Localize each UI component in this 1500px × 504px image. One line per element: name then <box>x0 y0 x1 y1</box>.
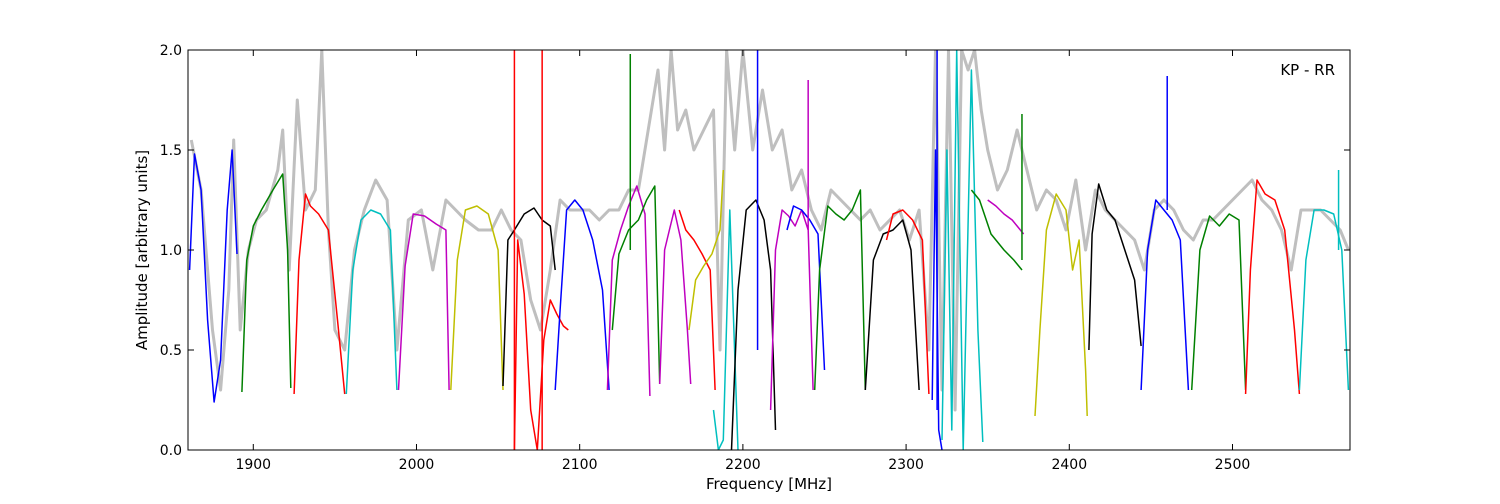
y-tick-label: 2.0 <box>160 43 182 59</box>
x-tick-label: 2500 <box>1215 457 1251 473</box>
y-tick-label: 1.0 <box>160 243 182 259</box>
channel-line-15 <box>712 209 739 450</box>
x-tick-label: 2000 <box>399 457 435 473</box>
channel-line-17 <box>769 209 814 411</box>
channel-line-16 <box>730 199 777 450</box>
channel-line-28 <box>1140 199 1190 391</box>
y-axis-ticks: 0.0 0.5 1.0 1.5 2.0 <box>160 43 1350 459</box>
channel-line-25 <box>987 199 1025 235</box>
channel-line-6 <box>450 205 504 391</box>
x-tick-label: 2400 <box>1051 457 1087 473</box>
channel-line-27 <box>1088 183 1142 351</box>
channel-line-11 <box>611 185 661 385</box>
x-tick-label: 2300 <box>888 457 924 473</box>
channel-line-19 <box>813 189 867 391</box>
channel-line-12 <box>658 209 692 385</box>
channel-line-7 <box>502 207 556 387</box>
channel-line-14 <box>688 169 725 331</box>
channel-line-29 <box>1190 213 1247 391</box>
channel-line-9 <box>554 199 610 391</box>
channel-line-3 <box>293 193 346 395</box>
channel-line-5 <box>397 213 450 391</box>
x-tick-label: 1900 <box>235 457 271 473</box>
channel-line-31 <box>1298 209 1350 391</box>
spike-layer <box>513 50 1340 450</box>
plot-area <box>188 50 1350 450</box>
plot-annotation: KP - RR <box>1280 61 1335 79</box>
channel-line-1 <box>188 149 238 403</box>
y-tick-label: 0.0 <box>160 443 182 459</box>
x-axis-ticks: 1900 2000 2100 2200 2300 2400 2500 <box>235 50 1250 473</box>
y-axis-label: Amplitude [arbitrary units] <box>133 150 151 350</box>
x-tick-label: 2100 <box>562 457 598 473</box>
channel-line-23 <box>941 50 984 450</box>
channel-line-13 <box>678 209 716 391</box>
y-tick-label: 1.5 <box>160 143 182 159</box>
background-trace-layer <box>189 50 1350 412</box>
y-tick-label: 0.5 <box>160 343 182 359</box>
channel-line-10 <box>606 185 651 397</box>
channel-line-4 <box>345 209 398 395</box>
channel-line-20 <box>864 219 920 391</box>
x-tick-label: 2200 <box>725 457 761 473</box>
x-axis-label: Frequency [MHz] <box>706 475 832 493</box>
channel-line-30 <box>1244 179 1301 395</box>
channel-line-26 <box>1034 193 1088 417</box>
channel-line-24 <box>970 189 1023 271</box>
channel-line-21 <box>885 209 930 395</box>
channel-line-2 <box>241 173 292 393</box>
background-trace <box>189 50 1350 412</box>
channel-line-18 <box>786 205 826 371</box>
channel-series-layer <box>188 50 1350 450</box>
